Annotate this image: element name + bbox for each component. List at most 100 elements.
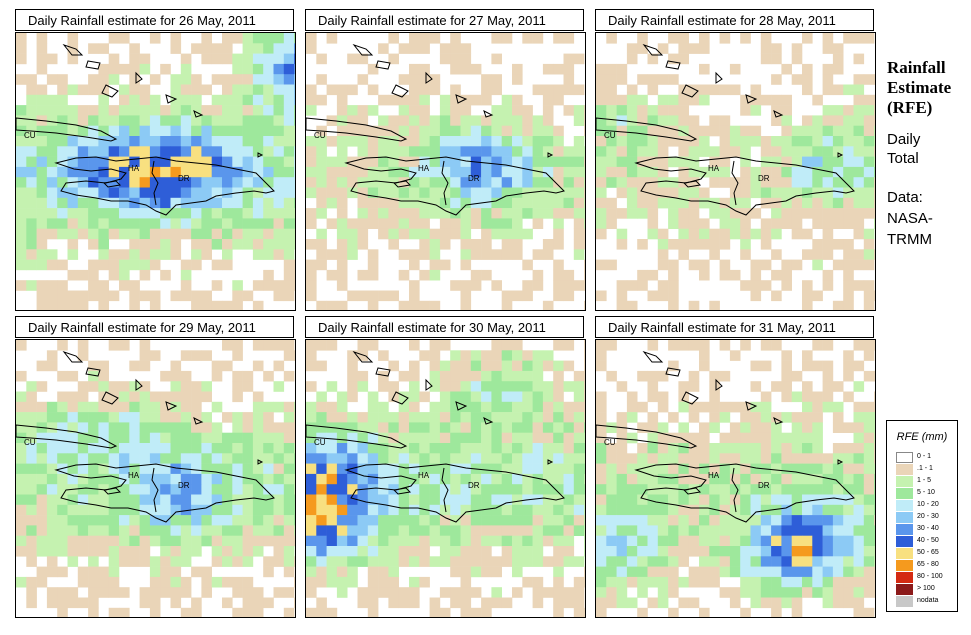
rainfall-cell <box>36 156 48 168</box>
rainfall-cell <box>26 115 37 126</box>
rainfall-cell <box>699 453 710 464</box>
rainfall-cell <box>606 566 617 578</box>
rainfall-cell <box>678 515 689 526</box>
rainfall-cell <box>232 453 243 464</box>
rainfall-cell <box>273 360 285 372</box>
rainfall-cell <box>347 566 358 578</box>
rainfall-cell <box>470 136 482 147</box>
rainfall-cell <box>740 525 751 536</box>
rainfall-cell <box>129 412 140 423</box>
rainfall-cell <box>409 74 420 85</box>
rainfall-cell <box>874 504 875 516</box>
rainfall-cell <box>170 166 182 178</box>
rainfall-cell <box>637 177 648 188</box>
rainfall-cell <box>367 259 379 271</box>
rainfall-cell <box>626 136 638 147</box>
rainfall-cell <box>26 105 37 116</box>
rainfall-cell <box>584 340 585 351</box>
rainfall-cell <box>378 177 389 188</box>
rainfall-cell <box>180 177 192 188</box>
rainfall-cell <box>98 463 109 475</box>
rainfall-cell <box>647 208 659 219</box>
rainfall-cell <box>596 115 607 126</box>
rainfall-cell <box>398 249 410 260</box>
rainfall-cell <box>542 136 554 147</box>
rainfall-cell <box>657 156 669 168</box>
rainfall-cell <box>347 546 358 557</box>
rainfall-cell <box>760 484 772 495</box>
rainfall-cell <box>501 340 513 351</box>
rainfall-cell <box>522 146 533 157</box>
rainfall-cell <box>657 453 669 464</box>
rainfall-cell <box>771 249 782 260</box>
rainfall-cell <box>740 432 751 444</box>
rainfall-cell <box>409 422 420 433</box>
rainfall-cell <box>522 546 533 557</box>
rainfall-cell <box>481 84 492 96</box>
rainfall-cell <box>263 463 274 475</box>
rainfall-cell <box>409 360 420 372</box>
rainfall-cell <box>88 484 99 495</box>
rainfall-cell <box>760 412 772 423</box>
rainfall-cell <box>232 350 243 361</box>
rainfall-cell <box>760 535 772 547</box>
rainfall-cell <box>470 350 482 361</box>
rainfall-cell <box>843 156 854 168</box>
legend-label: 1 - 5 <box>917 477 932 484</box>
rainfall-cell <box>36 566 48 578</box>
rainfall-cell <box>740 33 751 44</box>
rainfall-cell <box>294 525 295 536</box>
rainfall-cell <box>439 166 451 178</box>
rainfall-cell <box>553 33 564 44</box>
rainfall-cell <box>429 146 441 157</box>
rainfall-cell <box>522 535 533 547</box>
rainfall-cell <box>326 269 338 281</box>
rainfall-cell <box>316 94 327 106</box>
rainfall-cell <box>460 401 472 413</box>
rainfall-cell <box>119 177 130 188</box>
rainfall-cell <box>626 412 638 423</box>
rainfall-cell <box>647 218 659 229</box>
rainfall-cell <box>596 546 607 557</box>
rainfall-cell <box>863 350 875 361</box>
rainfall-cell <box>491 249 502 260</box>
rainfall-cell <box>450 401 461 413</box>
rainfall-cell <box>326 556 338 567</box>
rainfall-cell <box>832 208 844 219</box>
rainfall-cell <box>512 136 523 147</box>
rainfall-cell <box>853 360 865 372</box>
rainfall-cell <box>180 587 192 598</box>
rainfall-cell <box>36 228 48 240</box>
rainfall-cell <box>760 166 772 178</box>
rainfall-cell <box>129 136 140 147</box>
rainfall-cell <box>26 463 37 475</box>
rainfall-cell <box>863 125 875 137</box>
rainfall-cell <box>306 412 317 423</box>
rainfall-cell <box>450 115 461 126</box>
rainfall-cell <box>211 53 223 65</box>
rainfall-cell <box>336 453 348 464</box>
rainfall-cell <box>874 208 875 219</box>
rainfall-cell <box>460 556 472 567</box>
rainfall-cell <box>252 473 264 485</box>
rainfall-cell <box>419 136 430 147</box>
rainfall-cell <box>409 340 420 351</box>
rainfall-cell <box>729 484 741 495</box>
rainfall-cell <box>388 197 399 209</box>
rainfall-cell <box>542 125 554 137</box>
rainfall-cell <box>802 280 813 291</box>
rainfall-cell <box>398 494 410 506</box>
rainfall-cell <box>191 473 202 485</box>
rainfall-cell <box>740 401 751 413</box>
rainfall-cell <box>242 228 254 240</box>
rainfall-cell <box>874 125 875 137</box>
rainfall-cell <box>108 525 120 536</box>
rainfall-cell <box>409 535 420 547</box>
rainfall-cell <box>294 74 295 85</box>
rainfall-cell <box>563 105 575 116</box>
rainfall-cell <box>180 105 192 116</box>
rainfall-cell <box>367 504 379 516</box>
rainfall-cell <box>522 228 533 240</box>
rainfall-cell <box>501 597 513 609</box>
rainfall-cell <box>709 504 720 516</box>
